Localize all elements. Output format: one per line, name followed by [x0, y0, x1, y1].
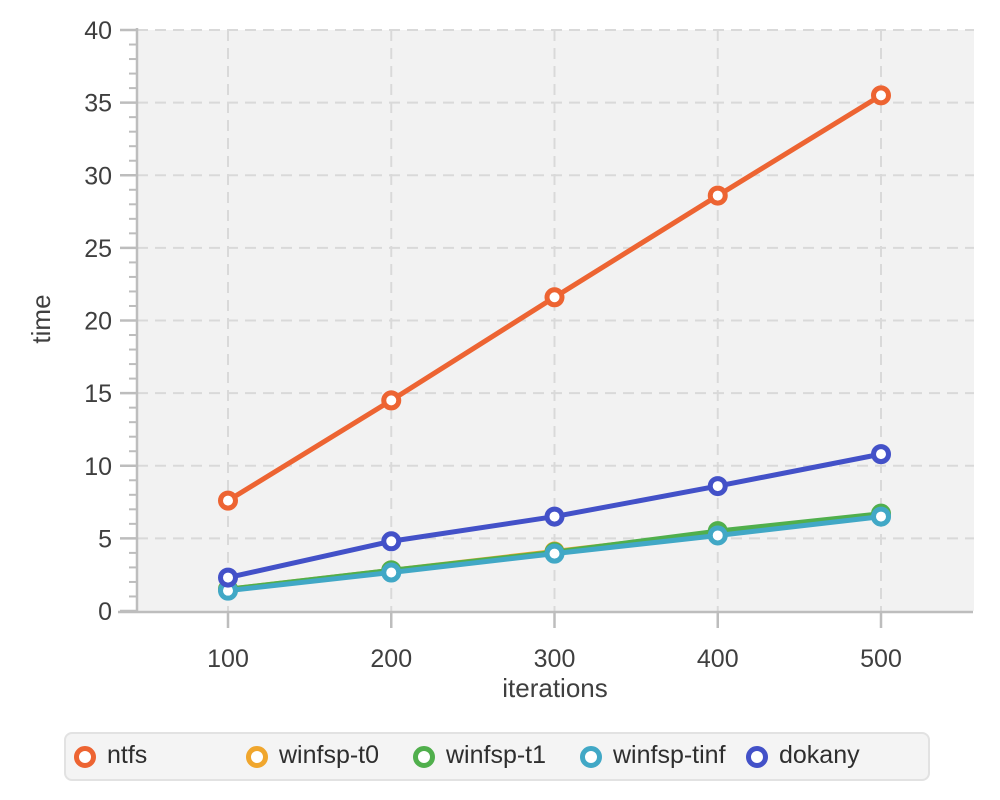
- x-tick-label: 100: [207, 645, 249, 673]
- legend-label: ntfs: [107, 741, 148, 769]
- line-chart: 0 5 10 15 20 25 30 35 40 100 200 300 400 500 time ite…: [26, 17, 974, 703]
- y-tick-label: 15: [84, 380, 112, 408]
- x-tick-label: 400: [697, 645, 739, 673]
- series-lines: [218, 85, 891, 601]
- data-point-dokany-200: [381, 531, 402, 552]
- legend-marker-winfsp-t1-icon: [413, 745, 435, 768]
- legend-marker-dokany-icon: [746, 745, 768, 768]
- y-tick-label: 30: [84, 162, 112, 190]
- legend-label: winfsp-t0: [279, 741, 380, 769]
- y-tick-label: 20: [84, 308, 112, 336]
- legend-item-winfsp-tinf: winfsp-tinf: [580, 734, 726, 779]
- data-point-winfsp-tinf-300: [544, 543, 565, 564]
- y-axis-label: time: [26, 294, 56, 343]
- legend-item-winfsp-t1: winfsp-t1: [413, 734, 546, 779]
- data-point-ntfs-100: [218, 490, 238, 511]
- legend-label: winfsp-t1: [446, 741, 547, 769]
- data-point-winfsp-tinf-200: [381, 562, 402, 583]
- legend-item-dokany: dokany: [746, 734, 860, 779]
- data-point-ntfs-200: [381, 390, 402, 411]
- data-point-dokany-100: [218, 567, 238, 588]
- data-point-dokany-300: [544, 506, 565, 527]
- y-tick-label: 40: [84, 17, 112, 45]
- data-point-dokany-500: [871, 444, 891, 465]
- legend: ntfs winfsp-t0 winfsp-t1 winfsp-tinf dokany: [64, 732, 930, 781]
- legend-marker-winfsp-t0-icon: [246, 745, 268, 768]
- data-point-ntfs-500: [871, 85, 891, 106]
- y-tick-label: 35: [84, 90, 112, 118]
- legend-marker-ntfs-icon: [74, 745, 96, 768]
- data-point-ntfs-300: [544, 287, 565, 308]
- legend-label: winfsp-tinf: [613, 741, 726, 769]
- y-tick-label: 10: [84, 453, 112, 481]
- axis-lines: [118, 28, 973, 614]
- x-tick-label: 500: [860, 645, 902, 673]
- data-point-winfsp-tinf-500: [871, 506, 891, 527]
- y-tick-label: 0: [98, 598, 112, 626]
- y-tick-label: 25: [84, 235, 112, 263]
- axis-ticks: [120, 28, 883, 628]
- x-axis-label: iterations: [502, 673, 608, 703]
- y-tick-label: 5: [98, 525, 112, 553]
- tick-labels: 0 5 10 15 20 25 30 35 40 100 200 300 400 500: [84, 17, 902, 673]
- data-point-winfsp-tinf-400: [707, 525, 728, 546]
- legend-item-ntfs: ntfs: [74, 734, 147, 779]
- x-tick-label: 300: [534, 645, 576, 673]
- data-point-ntfs-400: [707, 185, 728, 206]
- legend-marker-winfsp-tinf-icon: [580, 745, 602, 768]
- legend-label: dokany: [779, 741, 860, 769]
- gridlines: [137, 29, 974, 611]
- data-point-dokany-400: [707, 476, 728, 497]
- x-tick-label: 200: [370, 645, 412, 673]
- legend-item-winfsp-t0: winfsp-t0: [246, 734, 379, 779]
